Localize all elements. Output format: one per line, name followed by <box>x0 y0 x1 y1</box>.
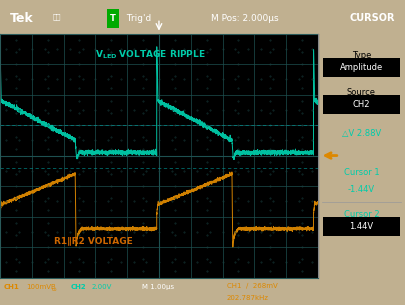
FancyBboxPatch shape <box>107 9 119 28</box>
Text: Cursor 1: Cursor 1 <box>344 168 379 177</box>
Text: -1.44V: -1.44V <box>348 185 375 194</box>
Text: CH2: CH2 <box>71 284 87 290</box>
Text: M 1.00μs: M 1.00μs <box>142 284 174 290</box>
Text: 1.44V: 1.44V <box>350 222 373 231</box>
Text: Type: Type <box>352 51 371 60</box>
Bar <box>323 95 400 114</box>
Text: △V 2.88V: △V 2.88V <box>342 129 381 138</box>
Text: ω: ω <box>51 287 56 292</box>
Text: Source: Source <box>347 88 376 97</box>
Text: 202.787kHz: 202.787kHz <box>227 295 269 301</box>
Text: $\mathbf{V_{LED}}$ VOLTAGE RIPPLE: $\mathbf{V_{LED}}$ VOLTAGE RIPPLE <box>96 49 206 61</box>
Text: ⎍⏱: ⎍⏱ <box>53 13 61 20</box>
Text: CH1: CH1 <box>4 284 20 290</box>
Text: CH1  ∕  268mV: CH1 ∕ 268mV <box>227 282 277 288</box>
Text: Cursor 2: Cursor 2 <box>344 210 379 219</box>
Text: Tek: Tek <box>10 12 34 25</box>
Text: 2.00V: 2.00V <box>91 284 111 290</box>
Text: M Pos: 2.000μs: M Pos: 2.000μs <box>211 14 278 23</box>
Text: T: T <box>110 14 116 23</box>
Text: Trig'd: Trig'd <box>124 14 151 23</box>
Text: Amplitude: Amplitude <box>340 63 383 72</box>
Text: 100mVB: 100mVB <box>26 284 56 290</box>
Bar <box>323 217 400 236</box>
Text: CH2: CH2 <box>353 100 370 109</box>
Text: R1∥R2 VOLTAGE: R1∥R2 VOLTAGE <box>54 236 133 246</box>
Bar <box>323 59 400 77</box>
Text: CURSOR: CURSOR <box>350 13 395 23</box>
